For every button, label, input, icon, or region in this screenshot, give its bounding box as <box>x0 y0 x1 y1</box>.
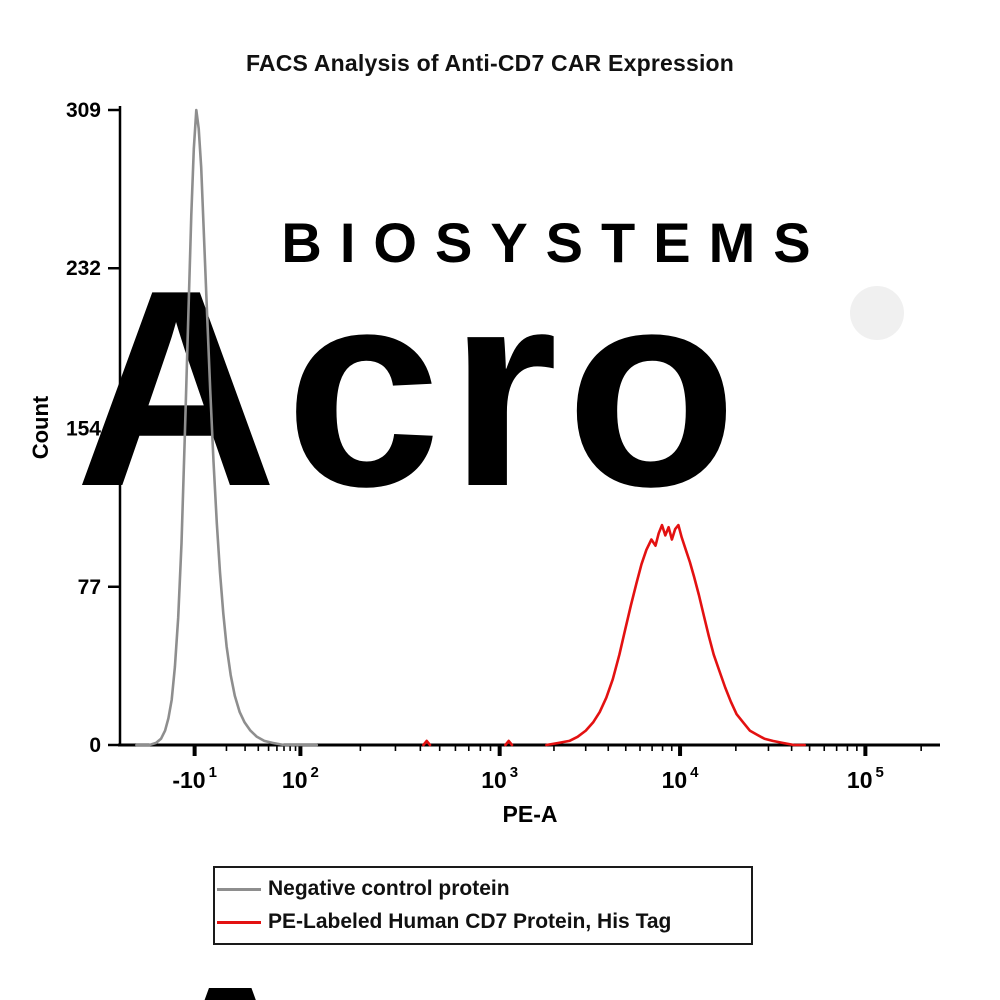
svg-text:77: 77 <box>78 576 101 599</box>
svg-text:104: 10 4 <box>662 764 700 793</box>
legend-line-sample-red <box>217 920 261 924</box>
svg-text:PE-A: PE-A <box>503 801 558 827</box>
svg-text:105: 10 5 <box>847 764 884 793</box>
legend-item-pe-labeled-cd7: PE-Labeled Human CD7 Protein, His Tag <box>217 910 737 934</box>
legend-line-sample-gray <box>217 887 261 891</box>
svg-text:232: 232 <box>66 257 101 280</box>
svg-text:309: 309 <box>66 99 101 122</box>
svg-text:Count: Count <box>28 395 53 459</box>
svg-text:Acro: Acro <box>75 233 745 545</box>
svg-text:103: 10 3 <box>481 764 518 793</box>
legend-label: PE-Labeled Human CD7 Protein, His Tag <box>268 910 672 933</box>
svg-text:Acro: Acro <box>140 934 710 1000</box>
svg-text:-101: -10 1 <box>172 764 217 793</box>
svg-text:BIOSYSTEMS: BIOSYSTEMS <box>281 211 828 274</box>
legend-item-negative-control: Negative control protein <box>217 877 737 901</box>
legend: Negative control protein PE-Labeled Huma… <box>213 866 753 945</box>
chart-title: FACS Analysis of Anti-CD7 CAR Expression <box>245 50 735 76</box>
svg-text:0: 0 <box>89 734 101 757</box>
svg-text:102: 10 2 <box>282 764 319 793</box>
legend-label: Negative control protein <box>268 877 510 900</box>
svg-text:154: 154 <box>66 418 101 441</box>
